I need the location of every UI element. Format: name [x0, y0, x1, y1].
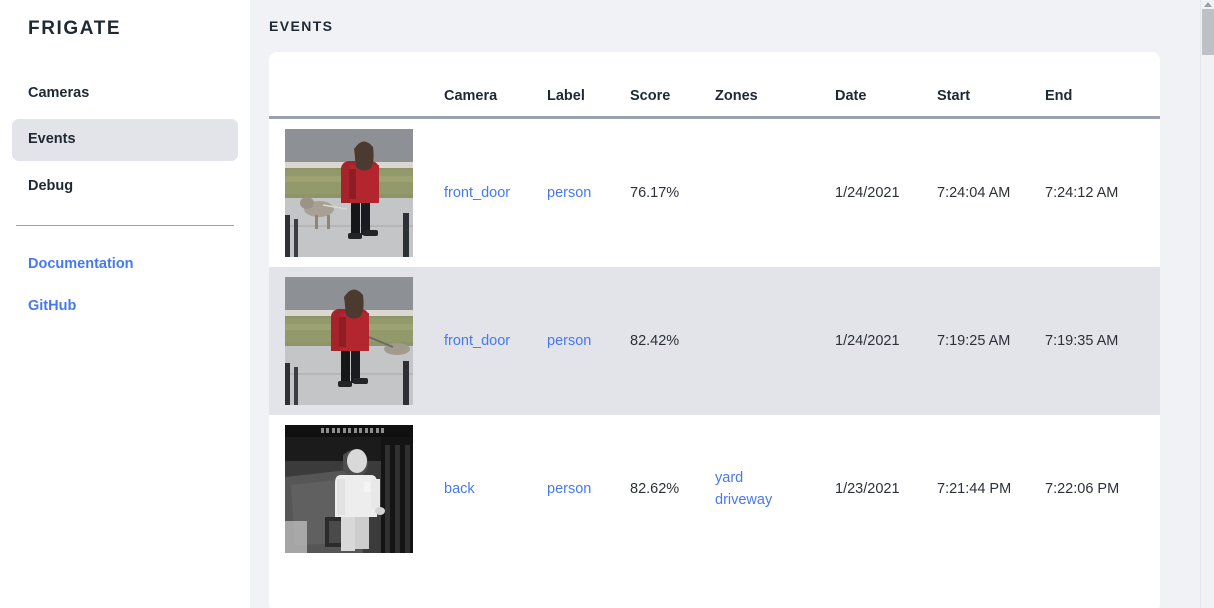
- column-header-date: Date: [835, 52, 937, 119]
- zone-link[interactable]: driveway: [715, 492, 773, 508]
- event-score-cell: 82.42%: [630, 267, 715, 415]
- event-label-cell: person: [547, 267, 630, 415]
- table-row[interactable]: front_door person 82.42% 1/24/2021 7:19:…: [269, 267, 1160, 415]
- column-header-label: Label: [547, 52, 630, 119]
- zone-link[interactable]: yard: [715, 469, 744, 486]
- event-date-cell: 1/24/2021: [835, 267, 937, 415]
- event-end-cell: 7:22:06 PM: [1045, 480, 1120, 497]
- event-start-cell: 7:19:25 AM: [937, 267, 1045, 415]
- event-label-cell: person: [547, 415, 630, 563]
- sidebar-divider: [16, 225, 234, 227]
- event-label-cell: person: [547, 118, 630, 268]
- event-camera-cell: front_door: [444, 267, 547, 415]
- camera-link[interactable]: back: [444, 480, 475, 497]
- event-thumbnail-cell[interactable]: [269, 267, 444, 415]
- event-start-cell: 7:21:44 PM: [937, 480, 1012, 497]
- main-content: EVENTS Camera Label Score Zones Date Sta…: [250, 0, 1214, 608]
- sidebar: FRIGATE Cameras Events Debug Documentati…: [0, 0, 250, 608]
- column-header-thumbnail: [269, 52, 444, 119]
- label-link[interactable]: person: [547, 332, 592, 349]
- label-link[interactable]: person: [547, 480, 592, 497]
- table-row[interactable]: back person 82.62% yard driveway 1/23/202…: [269, 415, 1160, 563]
- event-date-cell: 1/23/2021: [835, 480, 900, 497]
- column-header-start: Start: [937, 52, 1045, 119]
- sidebar-item-cameras[interactable]: Cameras: [28, 84, 90, 101]
- event-zones-cell: [715, 267, 835, 415]
- event-score-cell: 82.62%: [630, 480, 680, 497]
- event-score-cell: 76.17%: [630, 184, 680, 201]
- event-zones-cell: yard driveway: [715, 415, 835, 563]
- woman-in-red-coat-walking-dog-daytime-thumbnail-icon[interactable]: [285, 129, 444, 257]
- column-header-camera: Camera: [444, 52, 547, 119]
- event-start-cell: 7:24:04 AM: [937, 184, 1011, 201]
- person-in-white-shirt-night-vision-grayscale-thumbnail-icon[interactable]: [285, 425, 444, 553]
- vertical-scrollbar[interactable]: [1200, 0, 1214, 608]
- column-header-score: Score: [630, 52, 715, 119]
- events-card: Camera Label Score Zones Date Start End: [269, 52, 1160, 608]
- column-header-zones: Zones: [715, 52, 835, 119]
- table-header-row: Camera Label Score Zones Date Start End: [269, 52, 1160, 119]
- scroll-up-arrow-icon[interactable]: [1204, 2, 1212, 7]
- sidebar-link-github[interactable]: GitHub: [28, 298, 77, 315]
- sidebar-link-documentation[interactable]: Documentation: [28, 256, 134, 273]
- camera-link[interactable]: front_door: [444, 332, 511, 349]
- sidebar-item-debug[interactable]: Debug: [28, 177, 74, 194]
- camera-link[interactable]: front_door: [444, 184, 511, 201]
- label-link[interactable]: person: [547, 184, 592, 201]
- events-table-body: front_door person 76.17% 1/24/2021 7:24:…: [269, 118, 1160, 564]
- events-table-head: Camera Label Score Zones Date Start End: [269, 52, 1160, 119]
- vertical-scroll-thumb[interactable]: [1202, 9, 1214, 55]
- event-end-cell: 7:24:12 AM: [1045, 184, 1119, 201]
- event-end-cell: 7:19:35 AM: [1045, 267, 1160, 415]
- sidebar-item-events[interactable]: Events: [12, 119, 238, 161]
- table-row[interactable]: front_door person 76.17% 1/24/2021 7:24:…: [269, 118, 1160, 268]
- app-brand-title: FRIGATE: [28, 18, 122, 39]
- column-header-end: End: [1045, 52, 1160, 119]
- event-camera-cell: back: [444, 415, 547, 563]
- page-title: EVENTS: [269, 18, 334, 34]
- woman-in-red-coat-walking-dog-daytime-thumbnail-icon[interactable]: [285, 277, 444, 405]
- event-zones-cell: [715, 118, 835, 268]
- event-thumbnail-cell[interactable]: [269, 415, 444, 563]
- event-camera-cell: front_door: [444, 118, 547, 268]
- events-table: Camera Label Score Zones Date Start End: [269, 52, 1160, 563]
- event-thumbnail-cell[interactable]: [269, 118, 444, 268]
- event-date-cell: 1/24/2021: [835, 184, 900, 201]
